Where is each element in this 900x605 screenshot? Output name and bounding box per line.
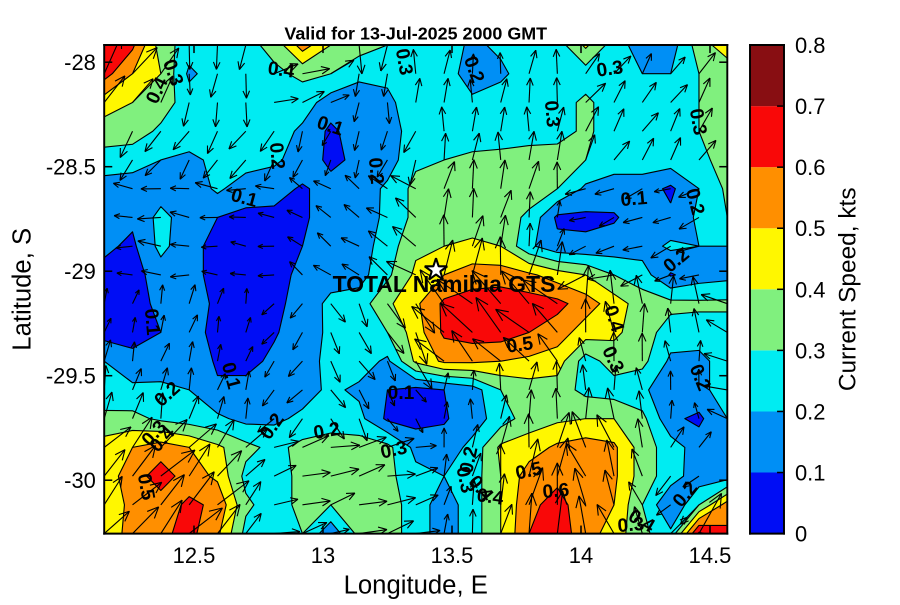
svg-text:0.1: 0.1 — [388, 383, 415, 404]
svg-text:0.3: 0.3 — [451, 465, 477, 495]
svg-text:0.2: 0.2 — [795, 399, 826, 424]
svg-text:0.7: 0.7 — [795, 94, 826, 119]
svg-text:0.2: 0.2 — [312, 419, 342, 444]
svg-text:0.4: 0.4 — [266, 58, 296, 83]
svg-text:TOTAL Namibia GTS: TOTAL Namibia GTS — [333, 271, 556, 297]
svg-text:0.3: 0.3 — [595, 57, 624, 82]
svg-text:-28.5: -28.5 — [46, 155, 96, 180]
svg-text:12.5: 12.5 — [173, 543, 216, 568]
svg-text:-30: -30 — [64, 468, 96, 493]
svg-text:0.5: 0.5 — [795, 216, 826, 241]
svg-text:0.1: 0.1 — [795, 460, 826, 485]
svg-text:Longitude, E: Longitude, E — [344, 572, 488, 600]
svg-text:Latitude, S: Latitude, S — [9, 228, 37, 351]
svg-text:13: 13 — [311, 543, 335, 568]
svg-text:0.3: 0.3 — [617, 514, 645, 537]
svg-text:0.8: 0.8 — [795, 33, 826, 58]
svg-text:0.2: 0.2 — [265, 142, 288, 170]
svg-text:0.3: 0.3 — [540, 100, 563, 128]
svg-text:0.3: 0.3 — [391, 47, 416, 77]
svg-text:0.1: 0.1 — [620, 188, 649, 211]
svg-text:0.3: 0.3 — [685, 107, 710, 137]
svg-text:14.5: 14.5 — [689, 543, 732, 568]
svg-text:Current Speed, kts: Current Speed, kts — [835, 187, 862, 391]
svg-text:0.4: 0.4 — [475, 485, 505, 510]
svg-text:0.3: 0.3 — [795, 338, 826, 363]
svg-text:0.2: 0.2 — [364, 157, 387, 185]
svg-text:0: 0 — [795, 522, 807, 547]
svg-text:0.5: 0.5 — [505, 333, 535, 358]
svg-text:0.6: 0.6 — [795, 155, 826, 180]
svg-text:14: 14 — [569, 543, 593, 568]
svg-text:-28: -28 — [64, 50, 96, 75]
svg-text:-29.5: -29.5 — [46, 364, 96, 389]
svg-text:13.5: 13.5 — [431, 543, 474, 568]
svg-text:-29: -29 — [64, 259, 96, 284]
svg-text:0.4: 0.4 — [795, 277, 826, 302]
svg-text:0.1: 0.1 — [140, 308, 163, 337]
svg-text:Valid for 13-Jul-2025 2000 GMT: Valid for 13-Jul-2025 2000 GMT — [284, 23, 547, 43]
svg-text:0.5: 0.5 — [133, 472, 158, 502]
svg-text:0.6: 0.6 — [542, 480, 570, 503]
